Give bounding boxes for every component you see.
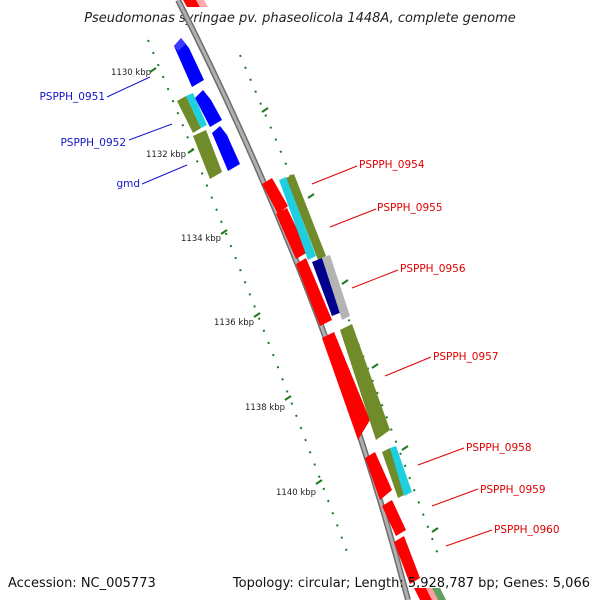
scale-label-1132: 1132 kbp <box>146 150 186 160</box>
scale-tick-1134: 1134 kbp <box>181 229 228 244</box>
gene-label-PSPPH_0951[interactable]: PSPPH_0951 <box>39 91 105 103</box>
gene-label-PSPPH_0959[interactable]: PSPPH_0959 <box>480 484 546 496</box>
gene-PSPPH_0960[interactable] <box>394 536 420 584</box>
gene-PSPPH_0958[interactable] <box>365 446 412 500</box>
accession-text: Accession: NC_005773 <box>8 576 156 591</box>
genome-backbone <box>175 0 411 600</box>
scale-label-1138: 1138 kbp <box>245 403 285 413</box>
gene-gmd[interactable] <box>177 93 222 179</box>
gene-PSPPH_0957[interactable] <box>322 324 390 440</box>
scale-tick-1140: 1140 kbp <box>276 479 323 498</box>
gene-PSPPH_0954[interactable] <box>262 174 326 260</box>
ring-fragment-top <box>183 0 208 7</box>
scale-label-1130: 1130 kbp <box>111 68 151 78</box>
scale-label-1136: 1136 kbp <box>214 318 254 328</box>
gene-PSPPH_0959[interactable] <box>382 500 406 536</box>
gene-label-gmd[interactable]: gmd <box>116 178 140 190</box>
scale-label-1134: 1134 kbp <box>181 234 221 244</box>
gene-PSPPH_0952[interactable] <box>195 90 240 171</box>
ring-fragment-bottom <box>414 588 446 600</box>
gene-PSPPH_0951[interactable] <box>174 38 204 87</box>
scale-ticks-right <box>261 107 439 533</box>
gene-label-PSPPH_0952[interactable]: PSPPH_0952 <box>60 137 126 149</box>
gene-label-PSPPH_0955[interactable]: PSPPH_0955 <box>377 202 443 214</box>
scale-tick-1136: 1136 kbp <box>214 312 261 328</box>
topology-text: Topology: circular; Length: 5,928,787 bp… <box>232 576 590 591</box>
gene-label-PSPPH_0960[interactable]: PSPPH_0960 <box>494 524 560 536</box>
gene-label-PSPPH_0957[interactable]: PSPPH_0957 <box>433 351 499 363</box>
gene-label-PSPPH_0954[interactable]: PSPPH_0954 <box>359 159 425 171</box>
gene-PSPPH_0955[interactable] <box>279 177 316 260</box>
gene-PSPPH_0956[interactable] <box>296 255 350 326</box>
scale-tick-1138: 1138 kbp <box>245 395 292 413</box>
gene-label-PSPPH_0958[interactable]: PSPPH_0958 <box>466 442 532 454</box>
scale-tick-1130: 1130 kbp <box>111 67 157 78</box>
scale-tick-1132: 1132 kbp <box>146 148 195 160</box>
leader-lines <box>106 76 493 547</box>
map-title: Pseudomonas syringae pv. phaseolicola 14… <box>84 11 516 26</box>
scale-label-1140: 1140 kbp <box>276 488 316 498</box>
gene-label-PSPPH_0956[interactable]: PSPPH_0956 <box>400 263 466 275</box>
